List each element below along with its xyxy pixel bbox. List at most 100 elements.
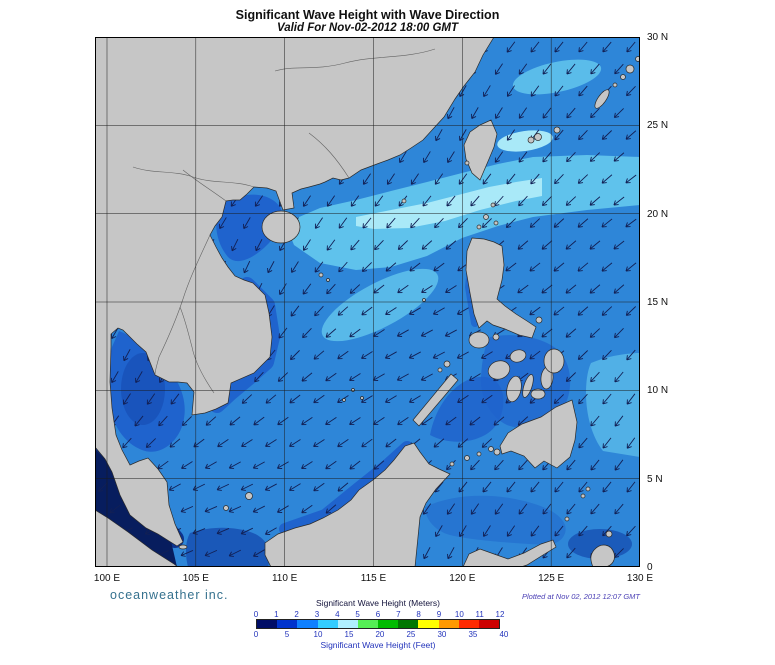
- wave-direction-arrow: [349, 417, 361, 426]
- wave-direction-arrow: [469, 416, 481, 426]
- swh-patch-east-china-sea: [512, 59, 602, 95]
- wave-direction-arrow: [422, 503, 432, 515]
- wave-direction-arrow: [541, 240, 553, 250]
- wave-direction-arrow: [445, 285, 457, 293]
- wave-direction-arrow: [518, 63, 528, 75]
- wave-direction-arrow: [456, 351, 469, 359]
- legend-feet-tick: 15: [344, 630, 354, 639]
- wave-direction-arrow: [325, 460, 337, 470]
- wave-direction-arrow: [228, 461, 241, 469]
- lon-tick-label: 130 E: [626, 573, 654, 584]
- legend-color-segment: [418, 620, 439, 628]
- wave-direction-arrow: [505, 218, 516, 228]
- land-catanduanes: [535, 316, 543, 324]
- wave-direction-arrow: [578, 481, 588, 493]
- wave-direction-arrow: [529, 306, 541, 316]
- wave-direction-arrow: [362, 217, 372, 229]
- wave-direction-arrow: [396, 373, 409, 381]
- wave-direction-arrow: [578, 41, 588, 53]
- wave-direction-arrow: [265, 394, 277, 404]
- wave-direction-arrow: [170, 393, 180, 405]
- wave-direction-arrow: [566, 459, 576, 471]
- wave-direction-arrow: [529, 218, 541, 228]
- wave-direction-arrow: [554, 173, 564, 185]
- wave-direction-arrow: [181, 416, 192, 427]
- wave-direction-arrow: [361, 306, 373, 316]
- wave-direction-arrow: [577, 306, 589, 316]
- wave-direction-arrow: [565, 196, 577, 206]
- wave-direction-arrow: [447, 107, 455, 120]
- wave-direction-arrow: [566, 151, 576, 163]
- wave-direction-arrow: [578, 525, 588, 537]
- land-talaud-1: [580, 493, 586, 499]
- wave-direction-arrow: [385, 438, 397, 448]
- wave-direction-arrow: [565, 328, 577, 338]
- lon-tick-label: 100 E: [93, 573, 121, 584]
- legend-feet-tick: 0: [253, 630, 259, 639]
- swh-borneo-coastal: [279, 441, 413, 535]
- land-taiwan: [463, 119, 498, 181]
- wave-direction-arrow: [313, 482, 325, 492]
- swh-gulf-of-tonkin: [216, 194, 283, 262]
- wave-direction-arrow: [240, 483, 254, 491]
- land-bohol: [530, 388, 546, 400]
- wave-direction-arrow: [541, 328, 553, 338]
- wave-direction-arrow: [374, 195, 384, 207]
- wave-direction-arrow: [493, 416, 505, 426]
- swh-karimata-dark: [185, 527, 271, 567]
- wave-direction-arrow: [459, 129, 467, 142]
- wave-direction-arrow: [541, 196, 552, 207]
- wave-direction-arrow: [421, 240, 433, 250]
- wave-direction-arrow: [481, 351, 493, 359]
- wave-direction-arrow: [385, 262, 397, 272]
- wave-direction-arrow: [626, 525, 636, 537]
- wave-direction-arrow: [432, 307, 445, 315]
- legend-color-bar: [256, 619, 500, 629]
- wave-direction-arrow: [565, 284, 577, 294]
- land-babuyan-2: [493, 220, 499, 226]
- wave-direction-arrow: [374, 239, 384, 251]
- wave-direction-arrow: [471, 107, 479, 120]
- wave-direction-arrow: [420, 329, 433, 337]
- wave-direction-arrow: [625, 306, 637, 316]
- land-hainan: [261, 210, 301, 244]
- wave-direction-arrow: [494, 151, 504, 163]
- legend-meters-tick: 0: [253, 610, 259, 619]
- wave-direction-arrow: [529, 350, 541, 360]
- river-yangtze: [274, 48, 436, 72]
- legend-meters-tick: 7: [396, 610, 401, 619]
- legend-meters-tick: 9: [436, 610, 442, 619]
- land-halmahera: [590, 544, 615, 567]
- wave-direction-arrow: [277, 372, 289, 382]
- wave-direction-arrow: [456, 307, 469, 315]
- wave-direction-arrow: [553, 394, 564, 404]
- wave-direction-arrow: [447, 547, 455, 560]
- wave-direction-arrow: [614, 459, 624, 471]
- wave-direction-arrow: [613, 240, 625, 250]
- land-cebu: [522, 374, 534, 398]
- land-babuyan-3: [476, 224, 482, 230]
- wave-direction-arrow: [481, 394, 493, 404]
- wave-direction-arrow: [301, 504, 313, 514]
- land-anambas: [223, 505, 229, 511]
- border-lines: [132, 48, 436, 394]
- land-talaud-2: [585, 486, 591, 492]
- wave-direction-arrow: [613, 108, 624, 118]
- wave-direction-arrow: [457, 395, 469, 404]
- wave-direction-arrow: [601, 174, 613, 184]
- lat-tick-label: 25 N: [647, 120, 669, 132]
- wave-direction-arrow: [181, 461, 193, 469]
- lon-tick-label: 115 E: [360, 573, 387, 584]
- wave-direction-arrow: [445, 416, 457, 426]
- wave-direction-arrow: [435, 129, 443, 142]
- wave-direction-arrow: [409, 262, 421, 272]
- wave-direction-arrow: [169, 438, 181, 448]
- wave-direction-arrow: [314, 217, 323, 229]
- wave-direction-arrow: [553, 218, 565, 228]
- wave-direction-arrow: [122, 437, 132, 449]
- wave-direction-arrow: [590, 63, 600, 75]
- legend-feet-label: Significant Wave Height (Feet): [320, 640, 436, 650]
- wave-direction-arrow: [362, 173, 371, 185]
- oceanweather-branding: oceanweather inc.: [110, 588, 229, 602]
